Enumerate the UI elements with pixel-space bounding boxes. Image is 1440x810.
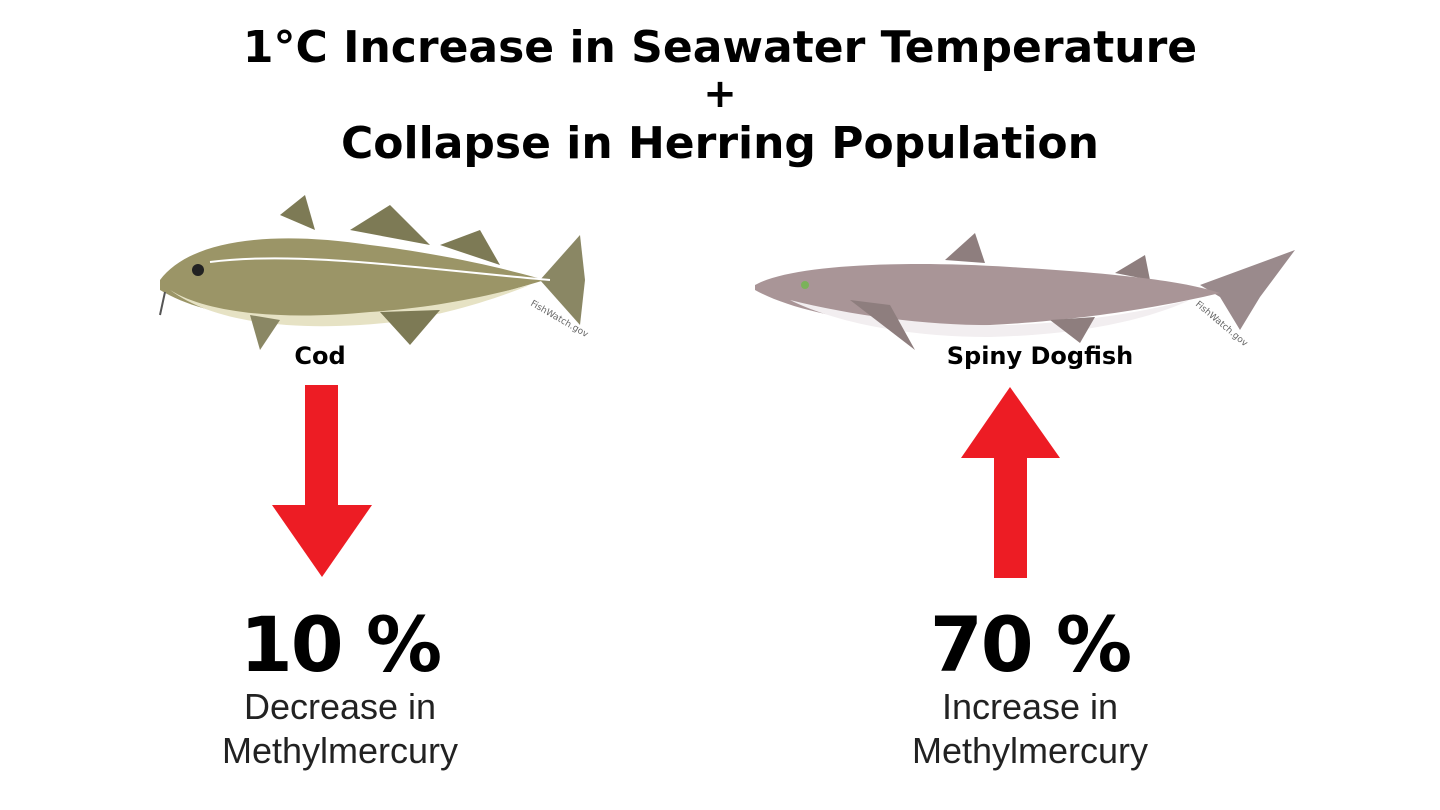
down-arrow-icon [272, 385, 372, 577]
cod-description-line-1: Decrease in [243, 686, 437, 727]
cod-percent: 10 % [239, 600, 442, 689]
cod-illustration: FishWatch.gov [159, 195, 590, 350]
title-plus: + [703, 71, 737, 117]
title-line-2: Collapse in Herring Population [341, 118, 1099, 169]
dogfish-description-line-1: Increase in [941, 686, 1119, 727]
cod-description-line-2: Methylmercury [221, 730, 459, 771]
cod-label: Cod [294, 342, 346, 370]
dogfish-percent: 70 % [929, 600, 1132, 689]
spiny-dogfish-label: Spiny Dogfish [946, 342, 1134, 370]
up-arrow-icon [961, 387, 1060, 578]
dogfish-description-line-2: Methylmercury [911, 730, 1149, 771]
title-line-1: 1°C Increase in Seawater Temperature [242, 22, 1198, 73]
spiny-dogfish-illustration: FishWatch.gov [755, 233, 1295, 350]
